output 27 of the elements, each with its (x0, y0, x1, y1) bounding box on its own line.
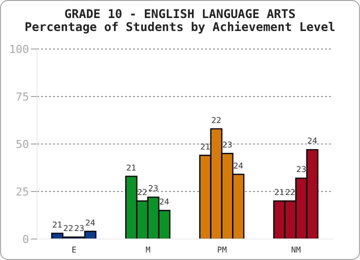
series-label: 22 (63, 224, 74, 234)
text: 24 (159, 198, 170, 206)
text: 23 (222, 140, 232, 150)
y-tick-label: 50 (16, 138, 29, 151)
text: 24 (307, 136, 318, 146)
y-tick-label: 0 (22, 232, 29, 246)
text: 22 (285, 188, 296, 197)
chart-title: GRADE 10 - ENGLISH LANGUAGE ARTS (63, 7, 297, 21)
text: 21 (274, 188, 284, 197)
text: 22 (137, 188, 148, 197)
text: 23 (148, 184, 158, 194)
series-label: 23 (74, 224, 84, 234)
text: 21 (126, 163, 136, 172)
text: 21 (200, 142, 210, 152)
y-tick-label: 25 (16, 185, 29, 198)
x-tick-label: M (146, 246, 151, 255)
text: 24 (233, 161, 244, 170)
x-tick-label: NM (291, 246, 301, 255)
text: 22 (211, 116, 222, 125)
x-tick-label: PM (217, 246, 227, 255)
series-label: 24 (85, 218, 96, 228)
y-tick-label: 100 (9, 42, 29, 56)
chart-subtitle: Percentage of Students by Achievement Level (24, 20, 336, 34)
y-tick-label: 75 (16, 90, 29, 104)
series-label: 21 (52, 220, 62, 230)
x-tick-label: E (72, 246, 77, 255)
text: 23 (296, 165, 306, 174)
